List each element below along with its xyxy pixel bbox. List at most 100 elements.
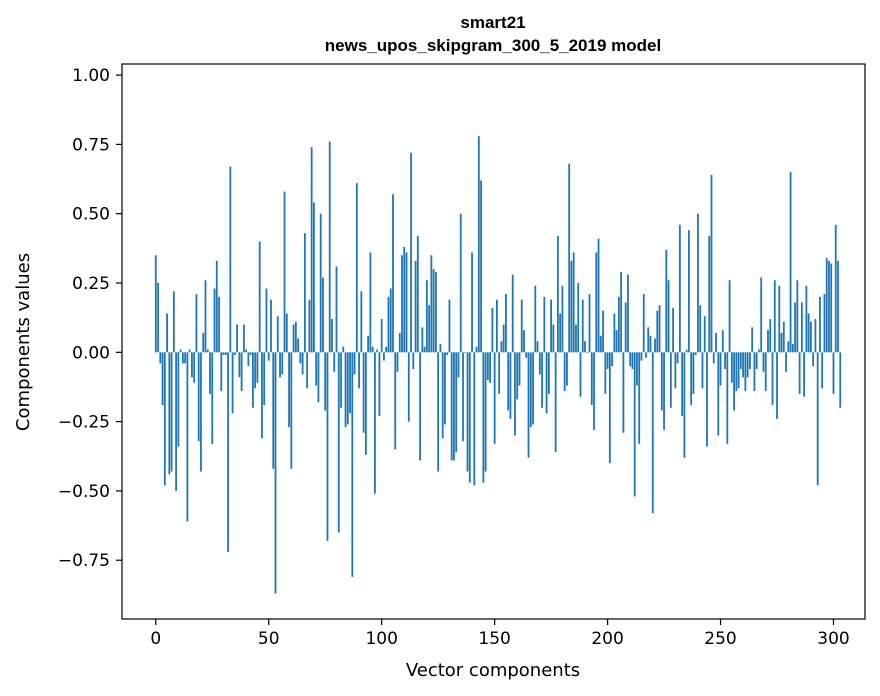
bar bbox=[154, 255, 157, 353]
bar bbox=[554, 352, 557, 453]
bar bbox=[733, 352, 735, 411]
bar bbox=[622, 352, 625, 433]
bar bbox=[328, 141, 331, 353]
bar bbox=[453, 352, 455, 461]
bar bbox=[785, 352, 787, 372]
bar bbox=[794, 302, 796, 353]
bar bbox=[398, 332, 401, 353]
bar bbox=[324, 352, 327, 411]
bar bbox=[383, 352, 385, 361]
bar bbox=[498, 352, 501, 394]
bar bbox=[803, 352, 806, 397]
bar bbox=[516, 352, 519, 400]
bar bbox=[353, 352, 356, 375]
bar bbox=[489, 352, 492, 383]
bar bbox=[213, 288, 216, 353]
bar bbox=[419, 352, 421, 461]
bar bbox=[172, 291, 175, 353]
bar bbox=[459, 213, 462, 353]
bar bbox=[482, 352, 485, 483]
bar bbox=[604, 352, 607, 394]
bar bbox=[202, 332, 205, 353]
bar bbox=[493, 352, 496, 444]
y-tick-label: 1.00 bbox=[72, 66, 110, 86]
bar bbox=[299, 352, 302, 364]
bar bbox=[579, 352, 582, 397]
bar bbox=[814, 319, 817, 353]
bar bbox=[755, 352, 758, 369]
bar bbox=[708, 235, 711, 353]
bar bbox=[441, 352, 444, 439]
bar bbox=[290, 352, 293, 469]
bar bbox=[730, 352, 733, 383]
bar bbox=[500, 341, 503, 353]
bar bbox=[552, 324, 555, 353]
bar bbox=[371, 346, 374, 353]
bar bbox=[430, 255, 433, 353]
bar bbox=[405, 252, 408, 353]
bar bbox=[233, 352, 236, 356]
bar bbox=[342, 346, 345, 353]
bar bbox=[319, 213, 322, 353]
bar bbox=[780, 332, 783, 353]
bar bbox=[830, 263, 833, 353]
bar bbox=[753, 352, 756, 392]
bar bbox=[613, 313, 616, 353]
bar bbox=[543, 296, 546, 353]
y-tick-label: 0.00 bbox=[72, 343, 110, 363]
bar bbox=[322, 277, 324, 353]
bar bbox=[462, 352, 464, 442]
bar bbox=[837, 260, 839, 353]
bar bbox=[238, 352, 241, 378]
bar bbox=[660, 352, 663, 411]
bar bbox=[161, 352, 164, 405]
bar bbox=[301, 352, 304, 375]
bar bbox=[475, 346, 478, 353]
bar bbox=[667, 280, 670, 353]
bar bbox=[308, 299, 311, 353]
bar bbox=[294, 321, 297, 353]
bar bbox=[256, 352, 259, 383]
bar bbox=[471, 252, 473, 353]
bar bbox=[561, 285, 564, 353]
bar bbox=[532, 352, 534, 425]
bar bbox=[825, 258, 828, 353]
bar bbox=[480, 180, 482, 353]
bar bbox=[669, 352, 672, 408]
bar bbox=[633, 352, 636, 497]
bar bbox=[699, 305, 702, 353]
bar bbox=[276, 316, 279, 353]
bar bbox=[545, 352, 548, 414]
bar bbox=[721, 330, 724, 353]
bar bbox=[434, 271, 437, 353]
bar bbox=[346, 352, 349, 425]
bar bbox=[527, 352, 530, 458]
bar bbox=[769, 319, 772, 353]
bar bbox=[742, 352, 745, 378]
bar bbox=[261, 352, 263, 439]
bar bbox=[437, 352, 440, 472]
chart-title: smart21 bbox=[460, 13, 525, 32]
bar bbox=[351, 352, 354, 577]
bar bbox=[407, 352, 410, 422]
bar bbox=[209, 352, 211, 394]
bar bbox=[376, 349, 379, 353]
bar bbox=[220, 352, 223, 392]
bar bbox=[502, 324, 505, 353]
bar bbox=[254, 352, 257, 389]
bar bbox=[771, 352, 774, 405]
bar bbox=[412, 352, 415, 369]
bar bbox=[767, 330, 769, 353]
bar bbox=[416, 235, 419, 353]
y-tick-label: −0.75 bbox=[58, 551, 110, 571]
bar bbox=[247, 352, 250, 367]
bar bbox=[529, 352, 532, 428]
bar bbox=[448, 299, 451, 353]
y-tick-label: −0.50 bbox=[58, 482, 110, 502]
bar bbox=[272, 352, 275, 469]
bar bbox=[581, 299, 584, 353]
bar bbox=[317, 352, 320, 403]
bar bbox=[568, 163, 571, 353]
bar bbox=[651, 352, 654, 514]
bar bbox=[374, 352, 376, 494]
